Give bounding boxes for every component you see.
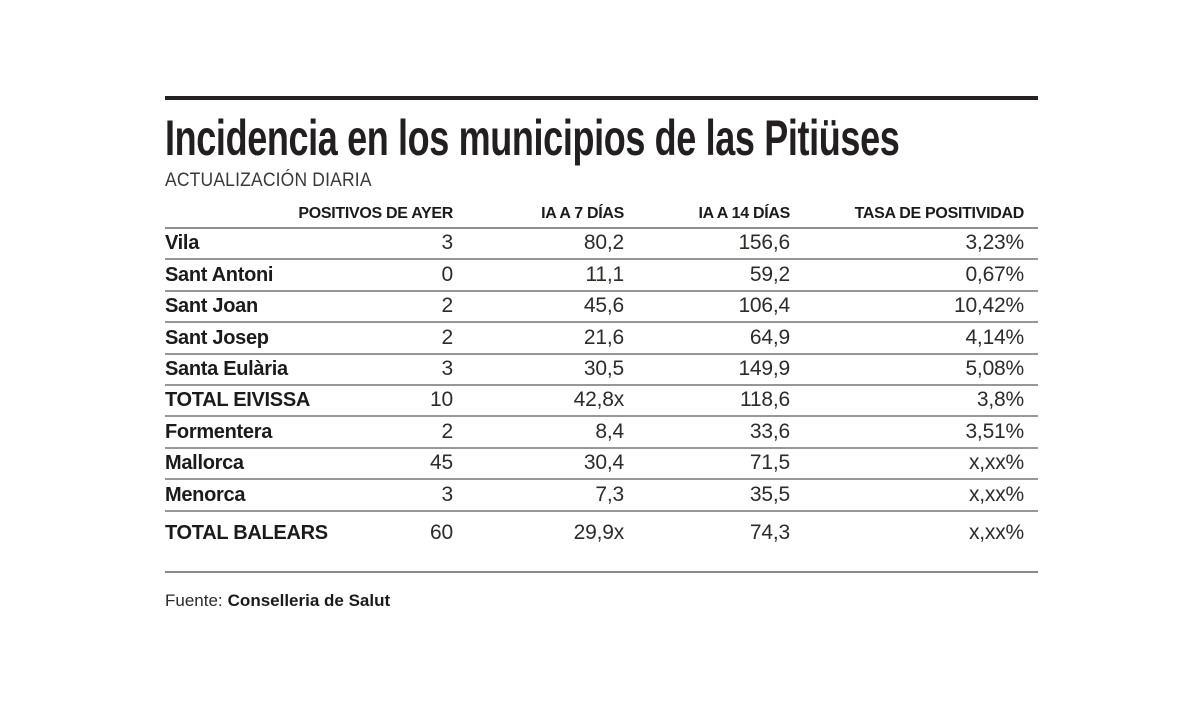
- ia14-value: 59,2: [749, 262, 790, 286]
- ia7-value: 45,6: [583, 294, 624, 318]
- positivity-rate-value: 0,67%: [965, 262, 1024, 286]
- bottom-divider-rule: [165, 571, 1038, 573]
- page-title: Incidencia en los municipios de las Piti…: [165, 110, 900, 166]
- ia7-value: 11,1: [585, 262, 624, 286]
- source-line: Fuente: Conselleria de Salut: [165, 591, 390, 611]
- positives-yesterday-value: 2: [441, 294, 454, 318]
- column-header-ia7: IA A 7 DÍAS: [541, 205, 624, 222]
- ia7-value: 80,2: [583, 231, 624, 255]
- column-header-ia14: IA A 14 DÍAS: [698, 205, 790, 222]
- municipality-name: Mallorca: [165, 452, 244, 475]
- table-row-formentera: Formentera 2 8,4 33,6 3,51%: [165, 417, 1038, 449]
- ia14-value: 35,5: [749, 482, 790, 506]
- positives-yesterday-value: 3: [441, 231, 454, 255]
- positivity-rate-value: 4,14%: [965, 325, 1024, 349]
- ia7-value: 30,4: [583, 451, 624, 475]
- table-header-row: POSITIVOS DE AYER IA A 7 DÍAS IA A 14 DÍ…: [165, 203, 1038, 229]
- ia14-value: 106,4: [738, 294, 790, 318]
- table-row-total-balears: TOTAL BALEARS 60 29,9x 74,3 x,xx%: [165, 512, 1038, 548]
- positives-yesterday-value: 60: [430, 520, 453, 544]
- ia7-value: 29,9x: [573, 520, 625, 544]
- ia14-value: 118,6: [740, 388, 790, 412]
- table-row-menorca: Menorca 3 7,3 35,5 x,xx%: [165, 480, 1038, 512]
- ia14-value: 64,9: [749, 325, 790, 349]
- page-subtitle: ACTUALIZACIÓN DIARIA: [165, 170, 372, 191]
- positivity-rate-value: x,xx%: [968, 451, 1024, 475]
- positives-yesterday-value: 45: [430, 451, 453, 475]
- infographic-content: Incidencia en los municipios de las Piti…: [165, 0, 1038, 715]
- positives-yesterday-value: 10: [430, 388, 453, 412]
- positivity-rate-value: 5,08%: [965, 356, 1024, 380]
- municipality-name: Sant Joan: [165, 295, 258, 318]
- municipality-name: Vila: [165, 232, 200, 255]
- ia7-value: 30,5: [583, 356, 624, 380]
- table-row-mallorca: Mallorca 45 30,4 71,5 x,xx%: [165, 449, 1038, 481]
- table-row-vila: Vila 3 80,2 156,6 3,23%: [165, 229, 1038, 261]
- source-value: Conselleria de Salut: [227, 591, 391, 610]
- ia14-value: 156,6: [738, 231, 790, 255]
- municipality-name: TOTAL BALEARS: [165, 521, 328, 544]
- ia7-value: 7,3: [595, 482, 624, 506]
- positives-yesterday-value: 2: [441, 325, 454, 349]
- ia14-value: 71,5: [749, 451, 790, 475]
- municipality-name: Santa Eulària: [165, 357, 288, 380]
- ia14-value: 74,3: [749, 520, 790, 544]
- top-divider-rule: [165, 96, 1038, 100]
- positivity-rate-value: x,xx%: [968, 520, 1024, 544]
- ia7-value: 21,6: [583, 325, 624, 349]
- column-header-positivity: TASA DE POSITIVIDAD: [854, 205, 1025, 222]
- table-row-sant-joan: Sant Joan 2 45,6 106,4 10,42%: [165, 292, 1038, 324]
- table-row-sant-antoni: Sant Antoni 0 11,1 59,2 0,67%: [165, 260, 1038, 292]
- table-row-santa-eularia: Santa Eulària 3 30,5 149,9 5,08%: [165, 355, 1038, 386]
- positives-yesterday-value: 3: [441, 356, 454, 380]
- positivity-rate-value: 10,42%: [953, 294, 1024, 318]
- municipality-name: Sant Josep: [165, 326, 269, 349]
- positives-yesterday-value: 0: [441, 262, 454, 286]
- positivity-rate-value: 3,8%: [976, 388, 1024, 412]
- ia7-value: 8,4: [595, 419, 624, 443]
- positivity-rate-value: x,xx%: [968, 482, 1024, 506]
- ia14-value: 33,6: [749, 419, 790, 443]
- municipality-name: TOTAL EIVISSA: [165, 389, 311, 412]
- table-row-sant-josep: Sant Josep 2 21,6 64,9 4,14%: [165, 323, 1038, 355]
- column-header-positives: POSITIVOS DE AYER: [298, 205, 453, 222]
- ia14-value: 149,9: [738, 356, 790, 380]
- table-row-total-eivissa: TOTAL EIVISSA 10 42,8x 118,6 3,8%: [165, 386, 1038, 418]
- positives-yesterday-value: 3: [441, 482, 454, 506]
- incidence-table: POSITIVOS DE AYER IA A 7 DÍAS IA A 14 DÍ…: [165, 203, 1038, 548]
- ia7-value: 42,8x: [573, 388, 625, 412]
- municipality-name: Menorca: [165, 483, 246, 506]
- positivity-rate-value: 3,23%: [965, 231, 1024, 255]
- positivity-rate-value: 3,51%: [965, 419, 1024, 443]
- municipality-name: Formentera: [165, 420, 273, 443]
- positives-yesterday-value: 2: [441, 419, 454, 443]
- source-label: Fuente:: [165, 591, 223, 610]
- municipality-name: Sant Antoni: [165, 263, 274, 286]
